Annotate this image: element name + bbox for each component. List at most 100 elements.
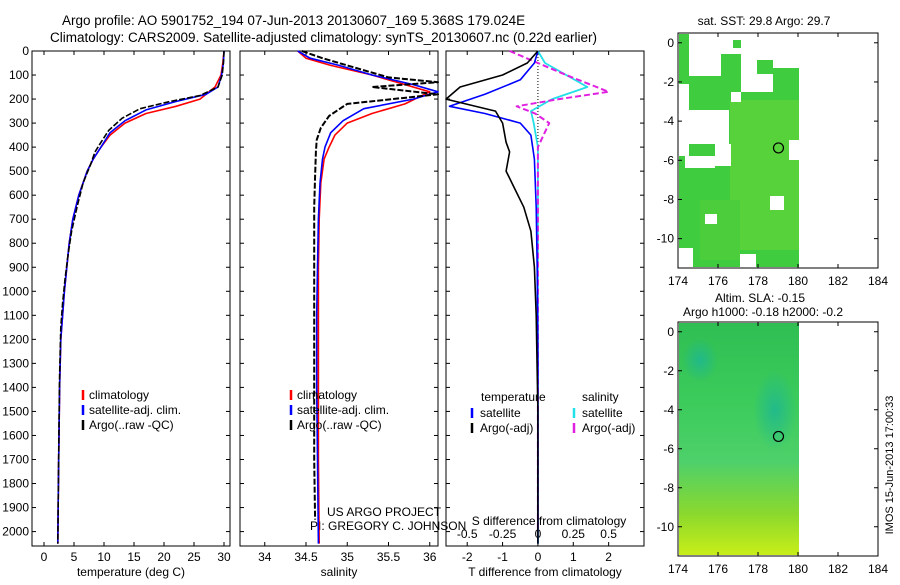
x-tick-label: 34 xyxy=(258,550,272,564)
sst-missing-data xyxy=(789,140,799,160)
map-y-tick-label: -2 xyxy=(663,364,674,378)
sst-green-block xyxy=(733,40,741,48)
legend-label: Argo(..raw -QC) xyxy=(89,418,174,432)
temperature-xlabel: temperature (deg C) xyxy=(77,565,185,579)
title-line-2: Climatology: CARS2009. Satellite-adjuste… xyxy=(50,30,597,45)
salinity-panel: salinity xyxy=(239,50,439,579)
x-tick-label: -2 xyxy=(462,550,473,564)
y-tick-label: 900 xyxy=(9,260,29,274)
x-tick-label: 1 xyxy=(570,550,577,564)
y-tick-label: 1400 xyxy=(2,380,29,394)
map-x-tick-label: 176 xyxy=(708,274,728,288)
legend-title-temperature: temperature xyxy=(481,390,546,404)
map-x-tick-label: 184 xyxy=(868,562,888,576)
map-y-tick-label: -8 xyxy=(663,192,674,206)
credit-line-2: PI: GREGORY C. JOHNSON xyxy=(310,519,466,533)
difference-plot-frame xyxy=(445,50,645,547)
sla-low-anomaly xyxy=(753,370,797,450)
difference-top-xlabel: S difference from climatology xyxy=(472,514,627,528)
legend-label: climatology xyxy=(89,388,149,402)
map-x-tick-label: 180 xyxy=(788,562,808,576)
series-t-argo xyxy=(445,50,539,544)
sst-missing-data xyxy=(721,34,741,54)
y-tick-label: 600 xyxy=(9,188,29,202)
sst-missing-data xyxy=(715,144,731,166)
y-tick-label: 1500 xyxy=(2,404,29,418)
credit-line-1: US ARGO PROJECT xyxy=(327,505,442,519)
sst-missing-data xyxy=(685,156,715,168)
x-tick-label: 30 xyxy=(217,550,231,564)
y-tick-label: 1800 xyxy=(2,477,29,491)
sst-green-block xyxy=(698,94,718,110)
map-x-tick-label: 180 xyxy=(788,274,808,288)
sla-map-title: Altim. SLA: -0.15 xyxy=(715,291,805,305)
map-y-tick-label: -4 xyxy=(663,403,674,417)
map-x-tick-label: 178 xyxy=(748,274,768,288)
x-tick-label: 35.5 xyxy=(377,550,401,564)
x-tick-label: 2 xyxy=(605,550,612,564)
legend-label: Argo(-adj) xyxy=(582,421,635,435)
imos-timestamp-label: IMOS 15-Jun-2013 17:00:33 xyxy=(884,396,896,535)
series-s-argo xyxy=(509,50,610,532)
legend-label: Argo(-adj) xyxy=(480,421,533,435)
map-y-tick-label: -6 xyxy=(663,153,674,167)
map-y-tick-label: -2 xyxy=(663,75,674,89)
temperature-panel: temperature (deg C) xyxy=(31,50,231,579)
map-y-tick-label: 0 xyxy=(667,325,674,339)
y-tick-label: 400 xyxy=(9,140,29,154)
y-tick-label: 1600 xyxy=(2,428,29,442)
title-line-1: Argo profile: AO 5901752_194 07-Jun-2013… xyxy=(62,13,525,28)
map-x-tick-label: 176 xyxy=(708,562,728,576)
x-tick-label: 34.5 xyxy=(294,550,318,564)
y-tick-label: 1300 xyxy=(2,356,29,370)
y-tick-label: 700 xyxy=(9,212,29,226)
y-tick-label: 0 xyxy=(22,44,29,58)
legend-label: satellite-adj. clim. xyxy=(89,403,181,417)
map-x-tick-label: 182 xyxy=(828,562,848,576)
sst-warm-patch xyxy=(700,200,740,260)
series-t-satellite xyxy=(448,50,539,544)
y-tick-label: 1200 xyxy=(2,332,29,346)
sst-missing-data xyxy=(770,196,784,210)
sst-map-panel: sat. SST: 29.8 Argo: 29.7 xyxy=(677,14,879,269)
argo-location-marker xyxy=(772,430,785,443)
y-tick-label: 100 xyxy=(9,68,29,82)
y-tick-label: 2000 xyxy=(2,525,29,539)
x-tick-label: 5 xyxy=(71,550,78,564)
series-satellite xyxy=(297,50,439,544)
x-tick-label: 15 xyxy=(127,550,141,564)
sst-missing-data xyxy=(705,214,717,224)
sst-warm-patch xyxy=(730,100,799,250)
map-x-tick-label: 178 xyxy=(748,562,768,576)
legend-title-salinity: salinity xyxy=(582,390,619,404)
sla-map-panel: Altim. SLA: -0.15 Argo h1000: -0.18 h200… xyxy=(677,291,879,557)
argo-location-marker xyxy=(772,142,785,154)
difference-xlabel: T difference from climatology xyxy=(468,565,622,579)
y-tick-label: 200 xyxy=(9,92,29,106)
map-y-tick-label: -10 xyxy=(657,520,675,534)
legend-label: satellite xyxy=(480,406,521,420)
difference-panel: T difference from climatology S differen… xyxy=(445,50,645,579)
y-tick-label: 300 xyxy=(9,116,29,130)
map-x-tick-label: 182 xyxy=(828,274,848,288)
top-x-tick-label: -0.5 xyxy=(457,527,478,541)
map-x-tick-label: 174 xyxy=(668,274,688,288)
map-y-tick-label: -4 xyxy=(663,114,674,128)
x-tick-label: -1 xyxy=(497,550,508,564)
series-climatology xyxy=(57,50,225,544)
map-y-tick-label: -10 xyxy=(657,232,675,246)
x-tick-label: 0 xyxy=(41,550,48,564)
y-tick-label: 800 xyxy=(9,236,29,250)
legend-label: satellite xyxy=(582,406,623,420)
sst-missing-data xyxy=(740,254,756,267)
y-tick-label: 1100 xyxy=(3,308,29,322)
y-tick-label: 1000 xyxy=(2,284,29,298)
chart-marks: 0100200300400500600700800900100011001200… xyxy=(2,33,888,576)
sst-ocean-field xyxy=(679,34,799,267)
y-tick-label: 1700 xyxy=(2,452,29,466)
top-x-tick-label: -0.25 xyxy=(489,527,517,541)
sst-missing-data xyxy=(773,34,799,68)
salinity-plot-frame xyxy=(239,50,439,547)
legend-label: Argo(..raw -QC) xyxy=(297,418,382,432)
